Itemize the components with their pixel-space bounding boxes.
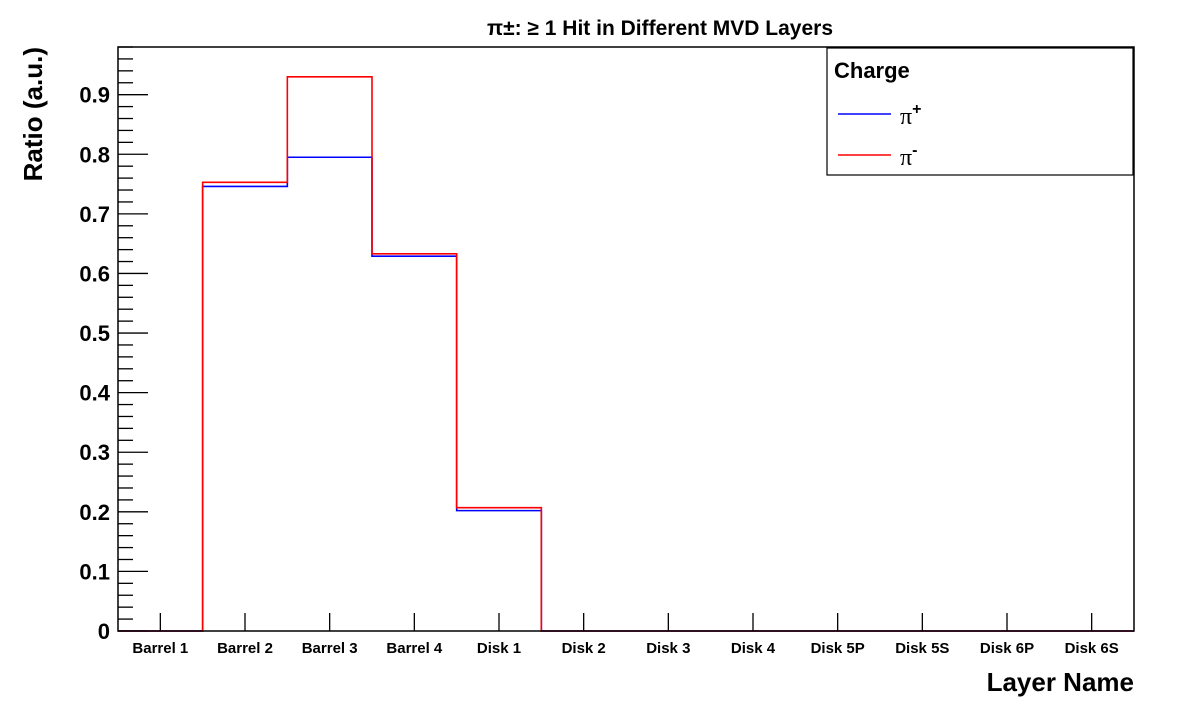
- x-tick-label: Barrel 4: [386, 640, 443, 657]
- plot-frame: [117, 46, 1135, 632]
- x-tick-label: Disk 3: [646, 640, 690, 657]
- legend-box: [826, 47, 1134, 176]
- x-tick-label: Barrel 1: [132, 640, 188, 657]
- y-axis: 0 0.1 0.2 0.3 0.4 0.5 0.6 0.7 0.8 0.9: [79, 46, 148, 644]
- x-tick-label: Disk 2: [562, 640, 606, 657]
- y-tick-label: 0.2: [79, 500, 110, 525]
- x-axis: Barrel 1 Barrel 2 Barrel 3 Barrel 4 Disk 1 Di…: [132, 613, 1119, 657]
- y-tick-label: 0.9: [79, 83, 110, 108]
- x-tick-label: Disk 6S: [1065, 640, 1119, 657]
- y-tick-label: 0.3: [79, 440, 110, 465]
- y-tick-label: 0.8: [79, 142, 110, 167]
- x-tick-label: Disk 1: [477, 640, 521, 657]
- y-tick-label: 0.1: [79, 559, 110, 584]
- legend: Charge π+π-: [826, 47, 1134, 176]
- x-tick-label: Barrel 3: [302, 640, 358, 657]
- legend-title: Charge: [834, 58, 910, 83]
- x-tick-label: Disk 4: [731, 640, 776, 657]
- y-tick-label: 0.6: [79, 261, 110, 286]
- x-tick-label: Disk 6P: [980, 640, 1034, 657]
- series-line-pi-plus: [118, 156, 1134, 632]
- x-tick-label: Disk 5P: [811, 640, 865, 657]
- y-axis-label: Ratio (a.u.): [18, 47, 48, 181]
- chart-title: π±: ≥ 1 Hit in Different MVD Layers: [487, 17, 833, 40]
- y-tick-label: 0: [98, 619, 110, 644]
- y-tick-label: 0.4: [79, 381, 110, 406]
- x-axis-label: Layer Name: [987, 667, 1134, 697]
- y-tick-label: 0.7: [79, 202, 110, 227]
- x-tick-label: Barrel 2: [217, 640, 273, 657]
- y-tick-label: 0.5: [79, 321, 110, 346]
- x-tick-label: Disk 5S: [895, 640, 949, 657]
